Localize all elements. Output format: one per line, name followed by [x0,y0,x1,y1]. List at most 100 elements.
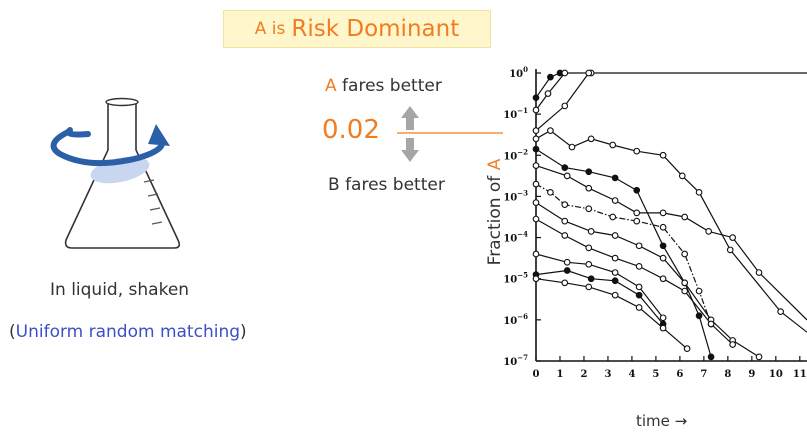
data-point [611,197,619,204]
data-point [695,312,703,320]
data-point [659,275,667,283]
data-point [563,172,571,180]
data-point [611,232,619,239]
data-point [568,143,576,151]
b-fares-better-label: B fares better [328,175,445,195]
fraction-chart: 100 10−1 10−2 10−3 10−4 10−5 10−6 10−7 0 1 2 3 4 5 6 7 8… [503,65,807,380]
data-point [633,147,641,155]
series-line [535,269,664,325]
flask-caption: In liquid, shaken [50,280,190,300]
data-point [609,141,617,149]
a-letter: A [325,76,337,96]
data-point [695,287,703,295]
series-line [535,278,688,350]
y-tick-label: 10−5 [503,271,528,286]
data-point [635,304,643,311]
y-tick-label: 10−1 [503,106,528,121]
data-point [561,201,569,209]
data-point [633,209,641,217]
data-point [659,254,667,262]
data-point [532,162,540,169]
matching-note: (Uniform random matching) [9,322,247,342]
data-point [681,279,689,287]
x-tick-label: 6 [676,369,683,380]
series-line [535,253,664,319]
y-tick-label: 10−3 [503,188,528,203]
data-point [561,232,569,239]
data-point [681,250,689,258]
data-point [635,242,643,250]
data-point [635,283,643,291]
data-point [561,69,569,77]
data-point [611,174,619,182]
data-point [707,320,715,328]
data-point [659,314,667,322]
series-12 [532,275,691,353]
x-tick-label: 8 [724,369,731,380]
data-point [547,127,554,134]
data-point [547,188,554,196]
matching-note-close: ) [240,322,247,342]
data-point [755,269,763,276]
y-tick-label: 100 [509,65,528,80]
series-line [535,72,807,111]
data-point [678,172,686,180]
series-4 [532,127,807,333]
x-axis-label: time → [636,412,688,430]
a-fares-better-text: fares better [336,76,442,96]
data-point [705,228,713,235]
data-point [563,267,571,274]
data-point [729,234,737,241]
x-tick-label: 10 [769,369,783,380]
data-point [587,135,595,143]
data-point [561,164,569,171]
data-point [585,283,593,291]
x-tick-label: 7 [700,369,707,380]
data-point [681,213,689,221]
data-point [561,217,569,225]
series-11 [532,267,667,328]
x-tick-label: 5 [652,369,659,380]
data-point [563,258,571,266]
x-tick-label: 0 [533,369,540,380]
series-line [535,183,712,325]
data-point [681,287,689,295]
data-point [729,341,737,348]
series-7 [532,180,715,328]
series-1 [532,69,564,102]
y-tick-label: 10−6 [503,312,528,327]
title-main: Risk Dominant [291,16,460,42]
data-point [659,223,667,231]
x-tick-label: 1 [556,369,563,380]
data-point [561,279,569,287]
data-point [633,217,641,225]
data-point [611,254,619,262]
data-point [544,90,552,97]
data-point [587,228,595,235]
data-point [587,275,595,283]
series-9 [532,215,737,348]
data-point [585,205,593,213]
x-tick-label: 9 [748,369,755,380]
data-point [683,345,691,353]
data-point [659,324,667,332]
data-point [611,277,619,285]
matching-note-open: ( [9,322,16,342]
data-point [707,353,715,361]
data-point [585,184,593,192]
data-point [695,188,703,196]
series-10 [532,250,667,322]
data-point [585,168,593,176]
data-point [611,291,619,299]
data-point [532,145,540,153]
data-point [633,186,641,194]
a-fares-better-label: A fares better [325,76,442,96]
series-2 [532,69,807,114]
title-prefix: A is [254,19,286,39]
series-line [535,165,807,321]
x-tick-label: 3 [604,369,611,380]
data-point [532,106,540,114]
series-6 [532,162,807,321]
data-point [532,199,540,206]
data-point [659,242,667,250]
